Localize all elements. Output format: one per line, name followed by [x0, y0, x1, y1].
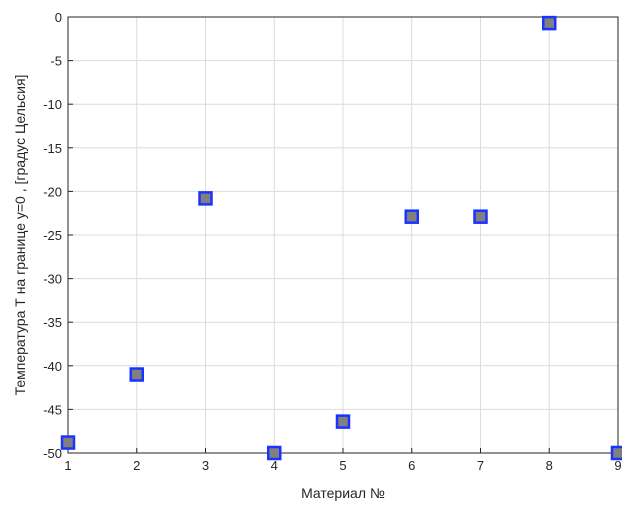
x-tick-label: 8	[546, 458, 553, 473]
x-tick-label: 6	[408, 458, 415, 473]
data-point	[267, 445, 282, 461]
y-axis-label: Температура Т на границе у=0 , [градус Ц…	[12, 75, 28, 396]
y-tick-label: -50	[43, 446, 62, 461]
x-tick-label: 4	[271, 458, 278, 473]
y-tick-label: -40	[43, 359, 62, 374]
y-tick-label: -10	[43, 97, 62, 112]
data-point	[198, 191, 213, 206]
y-tick-label: -15	[43, 141, 62, 156]
x-tick-label: 1	[64, 458, 71, 473]
y-tick-label: -25	[43, 228, 62, 243]
y-tick-label: -20	[43, 184, 62, 199]
y-tick-label: -5	[50, 54, 62, 69]
data-point	[610, 445, 622, 461]
x-tick-label: 5	[339, 458, 346, 473]
data-point	[542, 15, 557, 31]
data-point	[129, 367, 144, 382]
x-tick-label: 3	[202, 458, 209, 473]
x-axis-label: Материал №	[301, 485, 385, 501]
y-tick-label: -35	[43, 315, 62, 330]
data-point	[473, 209, 488, 224]
data-point	[60, 435, 76, 450]
y-tick-label: -45	[43, 402, 62, 417]
x-tick-label: 9	[614, 458, 621, 473]
y-tick-label: -30	[43, 272, 62, 287]
y-axis-ticks: 0 -5 -10 -15 -20 -25 -30 -35 -40 -45 -50	[43, 10, 73, 461]
grid-lines	[67, 16, 619, 454]
x-axis-ticks: 1 2 3 4 5 6 7 8 9	[64, 448, 622, 473]
y-tick-label: 0	[55, 10, 62, 25]
data-points	[60, 15, 622, 461]
x-tick-label: 7	[477, 458, 484, 473]
data-point	[335, 414, 351, 429]
x-tick-label: 2	[133, 458, 140, 473]
data-point	[404, 209, 419, 224]
